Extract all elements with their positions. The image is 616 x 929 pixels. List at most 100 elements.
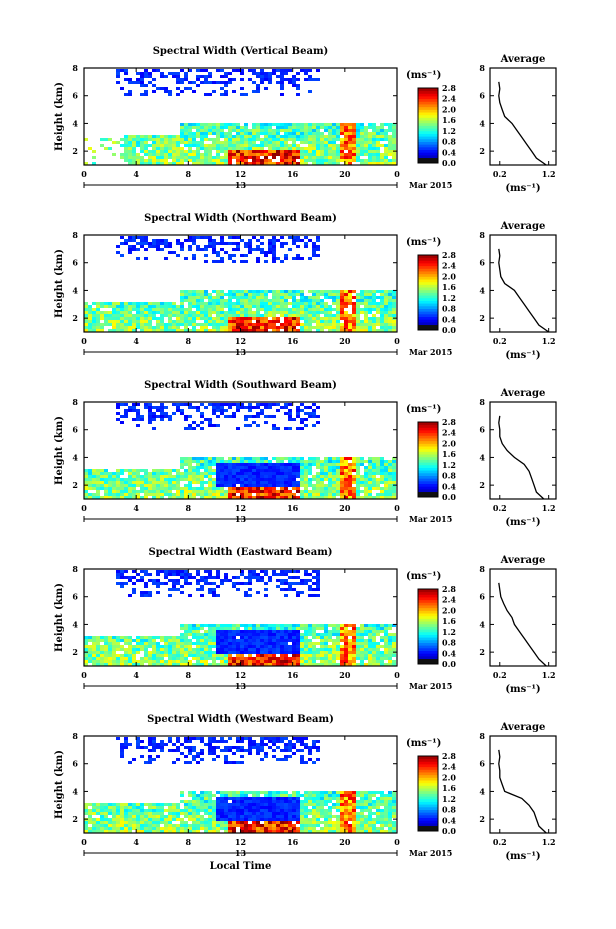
heatmap-cell <box>388 487 392 490</box>
heatmap-cell <box>388 293 392 296</box>
heatmap-cell <box>364 460 368 463</box>
heatmap-cell <box>200 326 204 329</box>
heatmap-cell <box>184 633 188 636</box>
heatmap-cell <box>392 624 396 627</box>
heatmap-cell <box>96 481 100 484</box>
heatmap-cell <box>236 296 240 299</box>
heatmap-cell <box>244 242 248 245</box>
heatmap-cell <box>188 305 192 308</box>
heatmap-cell <box>300 418 304 421</box>
heatmap-cell <box>236 460 240 463</box>
heatmap-cell <box>380 320 384 323</box>
profile-frame <box>489 234 557 333</box>
heatmap-cell <box>212 588 216 591</box>
heatmap-cell <box>276 639 280 642</box>
heatmap-cell <box>140 141 144 144</box>
heatmap-cell <box>184 427 188 430</box>
heatmap-cell <box>216 141 220 144</box>
heatmap-cell <box>108 830 112 833</box>
heatmap-cell <box>352 630 356 633</box>
heatmap-cell <box>320 663 324 666</box>
heatmap-cell <box>116 639 120 642</box>
heatmap-cell <box>312 412 316 415</box>
heatmap-cell <box>384 153 388 156</box>
heatmap-cell <box>336 290 340 293</box>
heatmap-cell <box>236 478 240 481</box>
heatmap-cell <box>280 290 284 293</box>
heatmap-cell <box>176 490 180 493</box>
heatmap-cell <box>172 660 176 663</box>
heatmap-cell <box>132 478 136 481</box>
heatmap-cell <box>356 129 360 132</box>
heatmap-cell <box>324 138 328 141</box>
heatmap-cell <box>368 317 372 320</box>
heatmap-cell <box>176 481 180 484</box>
heatmap-cell <box>188 126 192 129</box>
heatmap-cell <box>312 138 316 141</box>
heatmap-cell <box>180 463 184 466</box>
heatmap-cell <box>264 472 268 475</box>
heatmap-cell <box>244 636 248 639</box>
colorbar-segment <box>418 661 438 665</box>
heatmap-cell <box>344 156 348 159</box>
heatmap-cell <box>216 254 220 257</box>
heatmap-cell <box>208 463 212 466</box>
heatmap-cell <box>100 496 104 499</box>
heatmap-cell <box>356 472 360 475</box>
heatmap-cell <box>336 472 340 475</box>
heatmap-cell <box>388 663 392 666</box>
heatmap-cell <box>236 648 240 651</box>
heatmap-cell <box>96 478 100 481</box>
heatmap-cell <box>272 663 276 666</box>
heatmap-cell <box>312 248 316 251</box>
heatmap-cell <box>240 329 244 332</box>
heatmap-cell <box>320 293 324 296</box>
heatmap-cell <box>148 481 152 484</box>
heatmap-cell <box>200 624 204 627</box>
heatmap-cell <box>184 308 188 311</box>
heatmap-cell <box>236 156 240 159</box>
heatmap-cell <box>188 648 192 651</box>
heatmap-cell <box>360 660 364 663</box>
heatmap-cell <box>232 144 236 147</box>
colorbar-segment <box>418 621 438 625</box>
heatmap-cell <box>316 147 320 150</box>
heatmap-cell <box>284 156 288 159</box>
heatmap-cell <box>240 630 244 633</box>
heatmap-cell <box>152 579 156 582</box>
heatmap-cell <box>128 478 132 481</box>
heatmap-cell <box>384 138 388 141</box>
heatmap-cell <box>284 654 288 657</box>
heatmap-cell <box>348 159 352 162</box>
heatmap-cell <box>304 478 308 481</box>
heatmap-cell <box>388 126 392 129</box>
heatmap-cell <box>260 570 264 573</box>
heatmap-cell <box>92 308 96 311</box>
heatmap-cell <box>252 484 256 487</box>
heatmap-cell <box>288 123 292 126</box>
heatmap-cell <box>156 824 160 827</box>
heatmap-cell <box>368 457 372 460</box>
heatmap-cell <box>112 323 116 326</box>
heatmap-cell <box>364 129 368 132</box>
heatmap-cell <box>208 663 212 666</box>
heatmap-cell <box>280 305 284 308</box>
heatmap-cell <box>264 162 268 165</box>
heatmap-cell <box>152 415 156 418</box>
heatmap-cell <box>224 123 228 126</box>
heatmap-cell <box>84 642 88 645</box>
heatmap-cell <box>148 81 152 84</box>
heatmap-cell <box>340 141 344 144</box>
heatmap-cell <box>156 663 160 666</box>
heatmap-cell <box>180 478 184 481</box>
heatmap-cell <box>264 654 268 657</box>
heatmap-cell <box>100 329 104 332</box>
heatmap-cell <box>324 484 328 487</box>
heatmap-cell <box>380 314 384 317</box>
panel-5: Spectral Width (Westward Beam)0 4 8 12 16 20 0… <box>54 714 557 872</box>
heatmap-cell <box>120 323 124 326</box>
heatmap-cell <box>268 403 272 406</box>
heatmap-cell <box>168 654 172 657</box>
heatmap-cell <box>248 457 252 460</box>
heatmap-cell <box>200 660 204 663</box>
